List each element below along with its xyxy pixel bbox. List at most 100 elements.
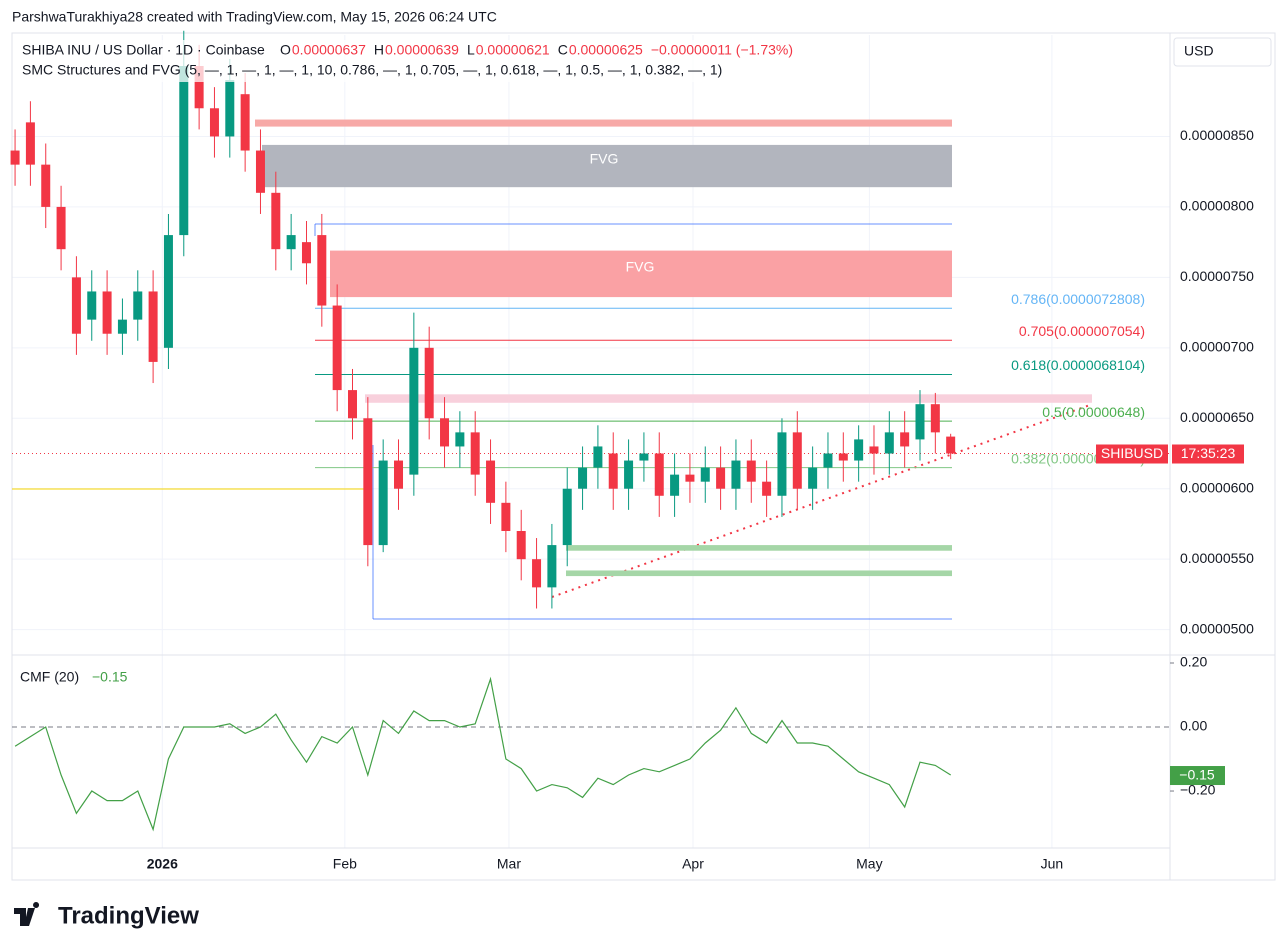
candle-body [593,446,603,468]
candle-body [286,235,296,250]
logo-text: TradingView [58,902,199,929]
background [12,35,1170,848]
symbol: SHIBA INU / US Dollar · 1D · Coinbase [22,42,265,58]
y-tick-label: 0.00000500 [1180,620,1254,636]
fib-label: 0.786(0.0000072808) [1011,291,1145,307]
ohlc-key: C [558,42,568,58]
countdown-bg [1172,444,1244,464]
fvg-zone [255,119,952,127]
y-tick-label: 0.00000800 [1180,198,1254,214]
y-tick-label: 0.00000750 [1180,268,1254,284]
ohlc-value: 0.00000639 [385,42,459,58]
ohlc-key: O [280,42,291,58]
candle-body [746,460,756,482]
candle-body [41,164,51,207]
logo-icon [14,902,40,926]
candle-body [777,432,787,496]
candle-body [347,390,357,419]
candle-body [838,453,848,461]
fvg-zone [566,570,952,577]
ohlc-key: L [467,42,475,58]
cmf-tag-bg [1170,766,1225,786]
candle-body [685,474,695,482]
ticker-tag: SHIBUSD [1101,445,1163,461]
candle-body [424,347,434,419]
currency[interactable]: USD [1184,43,1214,59]
candle-body [716,467,726,489]
candle-body [470,432,480,475]
fvg-zone [566,545,952,551]
candle-body [946,436,956,454]
candle-body [301,242,311,264]
candle-body [624,460,634,489]
x-tick-label: May [856,856,882,872]
candle-body [930,404,940,433]
fvg-zone [365,394,1092,403]
fvg-label: FVG [590,151,619,167]
candle-body [808,467,818,489]
x-tick-label: 2026 [147,856,178,872]
y-tick-label: 0.00000850 [1180,127,1254,143]
y-tick-label: 0.00000550 [1180,550,1254,566]
cmf-value: −0.15 [92,669,128,685]
x-tick-label: Feb [333,856,357,872]
ticker-tag-bg [1096,444,1168,464]
y-tick-label: −0.20 [1180,782,1216,798]
candle-body [102,291,112,334]
candle-body [394,460,404,489]
ohlc-value: 0.00000637 [292,42,366,58]
currency-box[interactable] [1173,37,1272,67]
ohlc-value: 0.00000625 [569,42,643,58]
chart-frame [11,32,1276,881]
fib-label: 0.5(0.00000648) [1042,404,1145,420]
candle-body [562,488,572,546]
legend-bg [16,40,836,82]
candle-body [10,150,20,165]
candle-body [654,453,664,496]
candle-body [179,66,189,236]
candle-body [532,559,542,588]
candle-body [762,481,772,496]
candle-body [163,235,173,348]
candle-body [255,150,265,193]
candle-body [516,531,526,560]
y-tick-label: 0.20 [1180,654,1207,670]
fvg-zone [262,144,952,188]
candle-body [486,460,496,503]
candle-body [363,418,373,546]
x-tick-label: Mar [497,856,521,872]
candle-body [578,467,588,489]
ohlc-key: H [374,42,384,58]
y-tick-label: 0.00000600 [1180,479,1254,495]
candle-body [225,80,235,137]
fib-label: 0.705(0.000007054) [1019,323,1145,339]
candle-body [133,291,143,320]
candle-body [25,122,35,165]
x-tick-label: Apr [682,856,704,872]
fvg-label: FVG [626,259,655,275]
candle-body [700,467,710,482]
candle-body [915,404,925,440]
y-tick-label: 0.00 [1180,718,1207,734]
cmf-tag: −0.15 [1179,767,1215,783]
change: −0.00000011 (−1.73%) [651,42,793,58]
cmf-title: CMF (20) [20,669,79,685]
trend-line [551,404,1091,598]
credit: ParshwaTurakhiya28 created with TradingV… [12,9,497,25]
fvg-zone [330,250,952,298]
candle-body [608,453,618,489]
x-tick-label: Jun [1041,856,1064,872]
candle-body [440,418,450,447]
candle-body [148,291,158,362]
candle-body [900,432,910,447]
candle-body [240,94,250,151]
candle-body [71,277,81,334]
candle-body [884,432,894,454]
candle-body [854,439,864,461]
candle-body [501,502,511,531]
countdown: 17:35:23 [1181,445,1236,461]
candle-body [271,192,281,250]
cmf-line [14,676,952,832]
